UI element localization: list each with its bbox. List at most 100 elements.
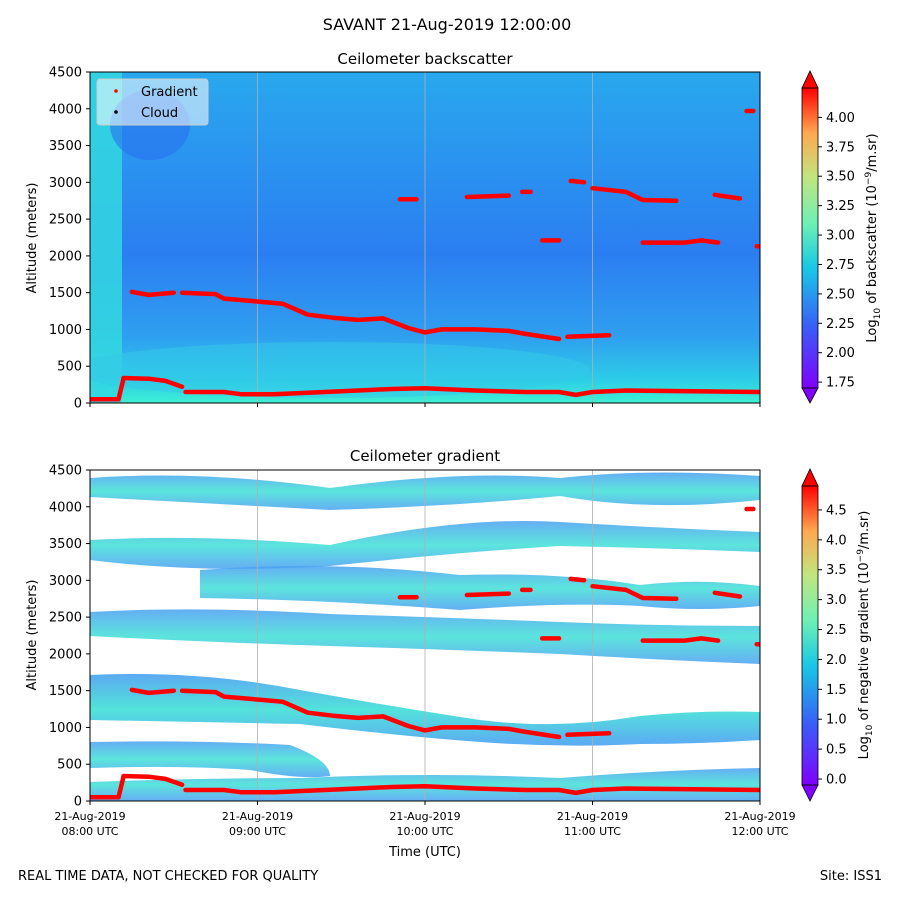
y-tick-label: 2000 xyxy=(49,249,82,264)
y-tick-label: 3500 xyxy=(49,537,82,552)
y-tick-label: 500 xyxy=(57,758,82,773)
colorbar-tick-label: 3.00 xyxy=(826,229,855,244)
gradient-series-segment xyxy=(183,784,760,796)
backscatter-gridlines xyxy=(257,72,593,403)
gradient-series-segment xyxy=(90,774,126,800)
colorbar-tick-label: 2.75 xyxy=(826,258,855,273)
x-tick-label-date: 21-Aug-2019 xyxy=(389,810,460,823)
backscatter-title: Ceilometer backscatter xyxy=(337,50,513,68)
x-tick-label-date: 21-Aug-2019 xyxy=(557,810,628,823)
colorbar-tick-label: 3.50 xyxy=(826,170,855,185)
colorbar-frame xyxy=(801,87,819,389)
colorbar-tick-label: 4.00 xyxy=(826,111,855,126)
gradient-x-ticks: 21-Aug-2019 08:00 UTC 21-Aug-2019 09:00 UTC… xyxy=(54,801,796,838)
y-tick-label: 4500 xyxy=(49,464,82,479)
colorbar-top-extend xyxy=(801,468,819,487)
colorbar-tick-label: 2.50 xyxy=(826,287,855,302)
gradient-series-segment xyxy=(464,193,512,200)
gradient-series-segment xyxy=(568,178,587,185)
gradient-series-segment xyxy=(712,590,743,599)
x-tick-label-date: 21-Aug-2019 xyxy=(222,810,293,823)
gradient-series-segment xyxy=(464,591,512,598)
colorbar-bar xyxy=(802,88,818,388)
gradient-band-2900 xyxy=(200,566,760,610)
x-tick-label-time: 10:00 UTC xyxy=(396,825,453,838)
gradient-ylabel: Altitude (meters) xyxy=(25,580,40,691)
gradient-panel: Ceilometer gradient 0 500 1000 1500 2000 2500… xyxy=(25,447,875,860)
figure-title: SAVANT 21-Aug-2019 12:00:00 xyxy=(323,15,572,34)
colorbar-tick-label: 0.5 xyxy=(826,743,847,758)
colorbar-tick-label: 1.5 xyxy=(826,683,847,698)
x-tick-label-time: 09:00 UTC xyxy=(229,825,286,838)
gradient-series-segment xyxy=(129,289,177,298)
backscatter-ylabel: Altitude (meters) xyxy=(25,183,40,294)
colorbar-tick-label: 1.0 xyxy=(826,713,847,728)
y-tick-label: 1000 xyxy=(49,323,82,338)
gradient-series-segment xyxy=(712,192,743,201)
backscatter-y-ticks: 0 500 1000 1500 2000 2500 3000 3500 4000 4500 xyxy=(49,66,90,412)
legend-cloud-marker xyxy=(114,110,118,114)
colorbar-tick-label: 4.5 xyxy=(826,503,847,518)
colorbar-tick-label: 3.5 xyxy=(826,563,847,578)
y-tick-label: 2500 xyxy=(49,611,82,626)
colorbar-tick-label: 3.0 xyxy=(826,593,847,608)
site-label: Site: ISS1 xyxy=(819,869,882,884)
colorbar-tick-label: 1.75 xyxy=(826,376,855,391)
gradient-series-segment xyxy=(179,290,562,342)
gradient-gradient-series xyxy=(90,506,760,800)
colorbar-tick-label: 2.00 xyxy=(826,346,855,361)
y-tick-label: 4000 xyxy=(49,102,82,117)
legend-cloud-label: Cloud xyxy=(141,106,178,121)
gradient-gridlines xyxy=(257,470,593,801)
gradient-series-segment xyxy=(640,636,721,643)
colorbar-bar xyxy=(802,486,818,785)
backscatter-colorbar-label: Log10 of backscatter (10−9/m.sr) xyxy=(864,133,883,342)
gradient-series-segment xyxy=(640,238,721,245)
gradient-band-700 xyxy=(90,741,330,778)
colorbar-frame xyxy=(801,485,819,786)
y-tick-label: 4500 xyxy=(49,66,82,81)
x-tick-label-time: 11:00 UTC xyxy=(564,825,621,838)
gradient-series-segment xyxy=(565,333,612,340)
backscatter-x-ticks xyxy=(89,403,761,407)
legend: Gradient Cloud xyxy=(96,78,209,126)
gradient-y-ticks: 0 500 1000 1500 2000 2500 3000 3500 4000 4500 xyxy=(49,464,90,810)
gradient-xlabel: Time (UTC) xyxy=(388,845,461,860)
y-tick-label: 0 xyxy=(74,397,82,412)
colorbar-tick-label: 2.5 xyxy=(826,623,847,638)
backscatter-panel: Ceilometer backscatter 0 500 1000 1500 2000 2… xyxy=(25,50,883,412)
y-tick-label: 500 xyxy=(57,360,82,375)
gradient-series-segment xyxy=(121,773,185,788)
colorbar-tick-label: 2.25 xyxy=(826,317,855,332)
gradient-colorbar: 0.0 0.5 1.0 1.5 2.0 2.5 3.0 3.5 4.0 4.5 Log10 of … xyxy=(801,468,875,802)
x-tick-label-date: 21-Aug-2019 xyxy=(54,810,125,823)
colorbar-ticks: 1.75 2.00 2.25 2.50 2.75 3.00 3.25 3.50 3.75 4.00 xyxy=(818,111,855,391)
y-tick-label: 3500 xyxy=(49,139,82,154)
y-tick-label: 4000 xyxy=(49,500,82,515)
gradient-colorbar-label: Log10 of negative gradient (10−9/m.sr) xyxy=(856,511,875,760)
y-tick-label: 1500 xyxy=(49,286,82,301)
colorbar-top-extend xyxy=(801,70,819,89)
legend-gradient-marker xyxy=(114,89,118,93)
colorbar-tick-label: 0.0 xyxy=(826,773,847,788)
colorbar-tick-label: 3.75 xyxy=(826,140,855,155)
backscatter-colorbar: 1.75 2.00 2.25 2.50 2.75 3.00 3.25 3.50 3.75 4.00… xyxy=(801,70,883,404)
gradient-series-segment xyxy=(590,583,679,601)
colorbar-ticks: 0.0 0.5 1.0 1.5 2.0 2.5 3.0 3.5 4.0 4.5 xyxy=(818,503,847,788)
gradient-series-segment xyxy=(90,376,126,402)
backscatter-gradient-series xyxy=(90,108,760,402)
y-tick-label: 3000 xyxy=(49,574,82,589)
legend-box xyxy=(96,78,209,126)
y-tick-label: 1000 xyxy=(49,721,82,736)
x-tick-label-time: 08:00 UTC xyxy=(61,825,118,838)
colorbar-bottom-extend xyxy=(801,784,819,802)
y-tick-label: 2500 xyxy=(49,213,82,228)
gradient-series-segment xyxy=(568,576,587,583)
gradient-series-segment xyxy=(121,375,185,390)
y-tick-label: 0 xyxy=(74,795,82,810)
y-tick-label: 1500 xyxy=(49,684,82,699)
backscatter-lower-layer xyxy=(90,342,590,398)
gradient-series-segment xyxy=(129,687,177,696)
gradient-series-segment xyxy=(183,386,760,398)
